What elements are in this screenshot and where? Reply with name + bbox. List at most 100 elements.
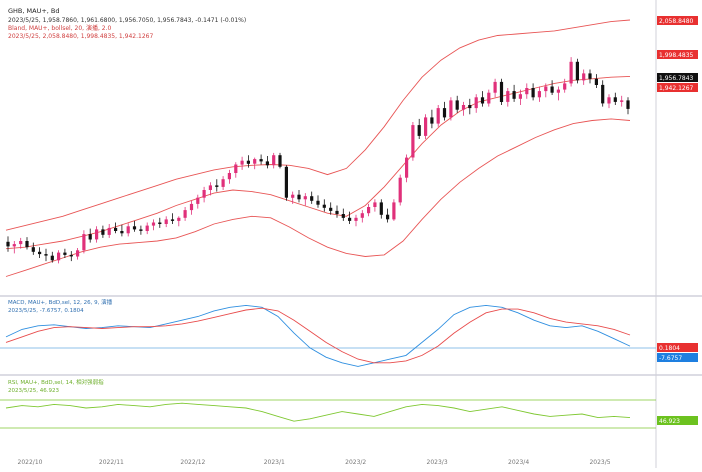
svg-text:1,998.4835: 1,998.4835 [659,52,694,59]
candle [208,182,212,196]
candle [348,211,352,224]
candle [424,114,428,139]
candle [556,86,560,101]
candle [114,222,118,234]
candle [132,220,137,232]
svg-text:1,942.1267: 1,942.1267 [659,85,694,92]
candle [322,199,326,212]
candle [19,237,23,249]
candle [461,101,466,116]
candle [354,214,358,227]
boll-upper-line [5,19,631,231]
candle [512,84,516,102]
rsi-polyline [5,402,631,422]
candle [253,157,257,170]
x-tick-label: 2023/2 [345,459,366,466]
svg-text:1,956.7843: 1,956.7843 [659,75,694,82]
price-label-upper: 2,058.8480 [657,16,698,25]
candle [310,191,314,204]
candle [468,98,472,115]
candle [177,216,181,227]
x-axis-labels: 2022/10 2022/11 2022/12 2023/1 2023/2 2023/3 2… [18,459,611,466]
candle [240,156,244,170]
candle [569,57,573,87]
candle [158,217,162,228]
candle [449,97,453,121]
candle [189,200,194,215]
x-tick-label: 2022/10 [18,459,43,466]
candle [386,208,390,223]
candle [335,205,339,218]
candle [278,152,282,169]
candle [575,58,579,84]
candle [373,199,377,212]
candle [63,248,67,258]
candle [607,94,611,109]
candle [234,162,238,178]
candle [316,195,320,208]
candle [76,248,80,260]
bollinger-bands [5,19,631,277]
candle [525,83,529,99]
candle [139,225,143,235]
price-label-lower: 1,942.1267 [657,83,698,92]
candle [436,105,440,127]
candle [6,236,10,252]
candle [367,203,371,217]
candle [379,199,383,219]
x-tick-label: 2023/4 [508,459,529,466]
boll-lower-line [5,118,631,277]
candle [550,80,554,95]
candle [57,250,61,264]
candle [95,226,99,243]
main-ohlc: 2023/5/25, 1,958.7860, 1,961.6800, 1,956… [8,17,246,24]
price-label-middle: 1,998.4835 [657,50,698,59]
rsi-values: 2023/5/25, 46.923 [8,388,59,394]
candle [455,95,459,113]
candle [601,80,605,107]
candle [506,88,510,107]
svg-text:0.1804: 0.1804 [659,345,680,352]
svg-text:-7.6757: -7.6757 [659,355,682,362]
candle [88,228,92,243]
candle [259,154,263,165]
candle [411,122,415,161]
candle [202,186,206,203]
candle [44,248,48,262]
macd-dif-line [5,304,631,367]
candle [518,89,522,105]
candle [341,208,345,221]
macd-title: MACD, MAU+, BdD,sel, 12, 26, 9, 演播 [8,298,113,306]
candle [272,152,276,169]
candle [170,213,175,224]
candle [430,109,434,129]
candle [126,223,130,237]
candle [582,69,586,85]
candle [246,155,250,168]
candle [120,224,124,237]
candle [442,101,447,121]
x-tick-label: 2022/11 [99,459,124,466]
candle [480,91,485,107]
svg-text:2,058.8480: 2,058.8480 [659,18,694,25]
candle [531,83,535,101]
candle [487,89,491,107]
macd-values: 2023/5/25, -7.6757, 0.1804 [8,308,84,314]
candle [31,242,35,255]
candle [493,78,497,98]
candle [297,190,301,203]
x-tick-label: 2023/5 [589,459,610,466]
candle [417,118,421,139]
rsi-title: RSI, MAU+, BdD,sel, 14, 相对强弱指 [8,378,104,386]
main-symbol: GHB, MAU+, Bd [8,7,60,15]
candle [12,241,16,254]
candle [392,199,396,221]
candle [38,247,42,258]
svg-text:46.923: 46.923 [659,418,680,425]
macd-label-dea: 0.1804 [657,343,698,352]
candle [588,69,592,84]
candle [82,230,86,254]
candle [145,222,149,235]
